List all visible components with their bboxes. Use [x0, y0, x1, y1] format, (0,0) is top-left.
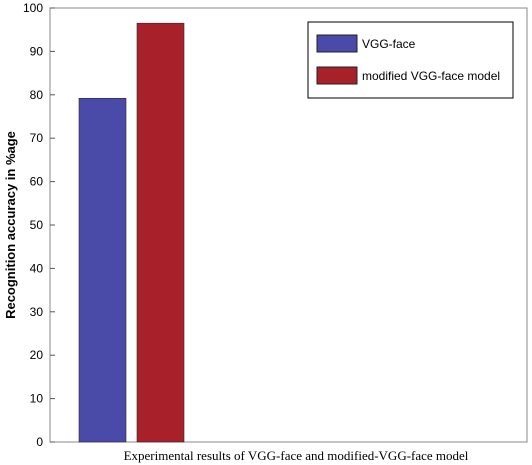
bar-vgg-face — [78, 97, 127, 443]
legend-swatch-vgg-face — [316, 34, 358, 53]
legend: VGG-face modified VGG-face model — [307, 21, 514, 99]
bars — [78, 22, 185, 443]
y-axis-label: Recognition accuracy in %age — [3, 131, 18, 319]
y-tick-label: 20 — [30, 348, 44, 362]
y-tick-label: 40 — [30, 261, 44, 275]
legend-swatch-modified-vgg-face — [316, 66, 358, 85]
y-tick-label: 10 — [30, 392, 44, 406]
legend-label-vgg-face: VGG-face — [362, 37, 416, 51]
y-tick-label: 100 — [23, 1, 43, 15]
y-tick-label: 80 — [30, 88, 44, 102]
y-tick-label: 90 — [30, 44, 44, 58]
y-tick-label: 30 — [30, 305, 44, 319]
x-axis-label: Experimental results of VGG-face and mod… — [124, 448, 469, 463]
bar-modified-vgg-face-model — [136, 22, 185, 443]
legend-label-modified-vgg-face: modified VGG-face model — [362, 69, 500, 83]
y-axis-ticks: 0 10 20 30 40 50 60 70 80 90 100 — [23, 1, 55, 449]
y-tick-label: 50 — [30, 218, 44, 232]
y-tick-label: 70 — [30, 131, 44, 145]
y-tick-label: 60 — [30, 175, 44, 189]
legend-box — [307, 21, 514, 99]
y-tick-label: 0 — [36, 435, 43, 449]
